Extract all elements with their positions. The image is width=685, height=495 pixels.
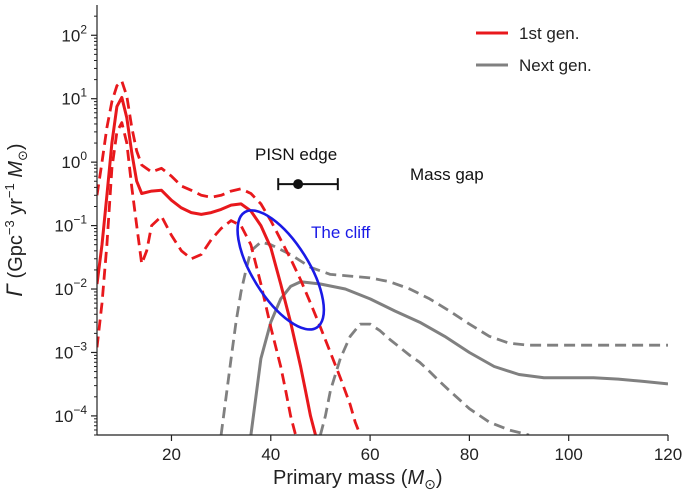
legend: 1st gen. Next gen. [476, 24, 592, 75]
y-tick-base: 10 [54, 217, 73, 236]
x-tick-label-40: 40 [261, 445, 280, 464]
x-tick-label-80: 80 [460, 445, 479, 464]
y-axis-title-p3: M [5, 161, 27, 184]
legend-label-1st-gen: 1st gen. [519, 24, 580, 43]
y-axis-title-p4: ) [5, 143, 27, 150]
y-tick-label-1: 101 [61, 86, 87, 109]
y-tick-base: 10 [54, 407, 73, 426]
y-tick-label-−1: 10−1 [54, 213, 87, 236]
y-tick-label-2: 102 [61, 22, 87, 45]
y-axis-title-sup1: −3 [2, 220, 17, 235]
cliff-ellipse [236, 209, 326, 331]
legend-label-next-gen: Next gen. [519, 56, 592, 75]
y-tick-label-−3: 10−3 [54, 339, 87, 362]
y-tick-exponent: 0 [80, 149, 87, 163]
mass-gap-label: Mass gap [410, 165, 484, 184]
y-tick-base: 10 [61, 26, 80, 45]
y-axis-title: Γ (Gpc−3 yr−1 M⊙) [2, 143, 30, 296]
series-layer [97, 79, 668, 435]
x-axis-title-sub: ⊙ [424, 476, 436, 492]
x-axis-title-suffix: ) [436, 467, 443, 489]
y-tick-label-−2: 10−2 [54, 276, 87, 299]
x-tick-label-20: 20 [162, 445, 181, 464]
y-tick-exponent: 1 [80, 86, 87, 100]
pisn-edge-label: PISN edge [255, 145, 337, 164]
series-line-next-gen-upper [219, 240, 668, 435]
series-line-next-gen-lower [319, 322, 530, 435]
y-axis-title-p2: yr [5, 198, 27, 221]
series-line-next-gen [249, 280, 668, 435]
y-tick-exponent: −2 [73, 276, 87, 290]
y-axis-title-p1: (Gpc [5, 235, 27, 284]
y-tick-exponent: −3 [73, 339, 87, 353]
annotation-layer: PISN edge Mass gap The cliff [236, 145, 484, 331]
x-axis-title-prefix: Primary mass ( [273, 467, 408, 489]
y-tick-base: 10 [61, 153, 80, 172]
y-axis-title-gamma: Γ [2, 283, 27, 297]
x-tick-label-100: 100 [555, 445, 583, 464]
y-tick-base: 10 [54, 343, 73, 362]
y-axis-title-sub: ⊙ [15, 150, 30, 161]
x-tick-label-120: 120 [654, 445, 682, 464]
y-tick-exponent: 2 [80, 22, 87, 36]
y-tick-exponent: −4 [73, 403, 87, 417]
x-axis-title: Primary mass (M⊙) [273, 467, 443, 492]
series-line-1st-gen-upper [97, 79, 362, 435]
y-tick-exponent: −1 [73, 213, 87, 227]
series-line-1st-gen-lower [97, 121, 297, 435]
cliff-label: The cliff [311, 223, 370, 242]
y-tick-label-0: 100 [61, 149, 87, 172]
y-tick-base: 10 [54, 280, 73, 299]
y-axis-title-sup2: −1 [2, 183, 17, 198]
series-line-1st-gen [97, 95, 317, 435]
y-tick-label-−4: 10−4 [54, 403, 87, 426]
x-axis-title-symbol: M [407, 467, 424, 489]
x-tick-label-60: 60 [361, 445, 380, 464]
pisn-point [293, 179, 304, 190]
y-tick-base: 10 [61, 90, 80, 109]
